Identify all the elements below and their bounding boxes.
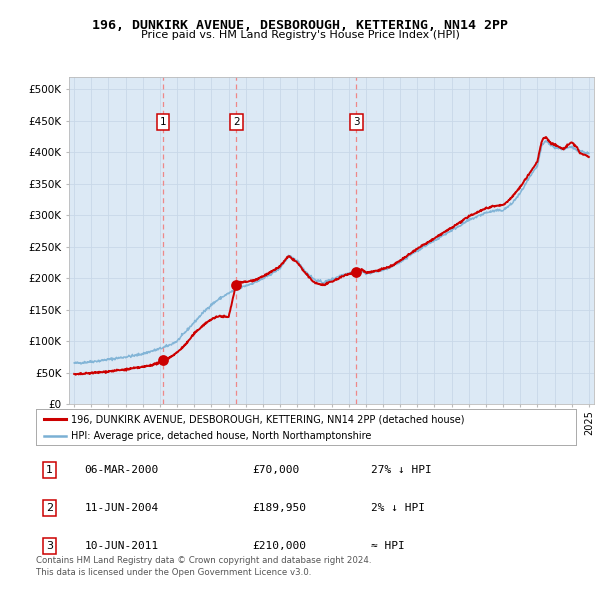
Text: 1: 1 — [160, 117, 166, 127]
Text: 10-JUN-2011: 10-JUN-2011 — [85, 542, 159, 551]
Point — [158, 355, 168, 365]
Text: 2: 2 — [46, 503, 53, 513]
Text: HPI: Average price, detached house, North Northamptonshire: HPI: Average price, detached house, Nort… — [71, 431, 371, 441]
Text: £70,000: £70,000 — [252, 465, 299, 474]
Text: 2% ↓ HPI: 2% ↓ HPI — [371, 503, 425, 513]
Text: 3: 3 — [353, 117, 359, 127]
Text: Contains HM Land Registry data © Crown copyright and database right 2024.
This d: Contains HM Land Registry data © Crown c… — [36, 556, 371, 577]
Point — [352, 267, 361, 277]
Text: 196, DUNKIRK AVENUE, DESBOROUGH, KETTERING, NN14 2PP (detached house): 196, DUNKIRK AVENUE, DESBOROUGH, KETTERI… — [71, 414, 464, 424]
Point — [232, 280, 241, 289]
Text: 3: 3 — [46, 542, 53, 551]
Text: £210,000: £210,000 — [252, 542, 306, 551]
Text: 06-MAR-2000: 06-MAR-2000 — [85, 465, 159, 474]
Text: £189,950: £189,950 — [252, 503, 306, 513]
Text: 2: 2 — [233, 117, 239, 127]
Text: Price paid vs. HM Land Registry's House Price Index (HPI): Price paid vs. HM Land Registry's House … — [140, 30, 460, 40]
Text: 27% ↓ HPI: 27% ↓ HPI — [371, 465, 431, 474]
Text: 196, DUNKIRK AVENUE, DESBOROUGH, KETTERING, NN14 2PP: 196, DUNKIRK AVENUE, DESBOROUGH, KETTERI… — [92, 19, 508, 32]
Text: 1: 1 — [46, 465, 53, 474]
Text: 11-JUN-2004: 11-JUN-2004 — [85, 503, 159, 513]
Text: ≈ HPI: ≈ HPI — [371, 542, 404, 551]
